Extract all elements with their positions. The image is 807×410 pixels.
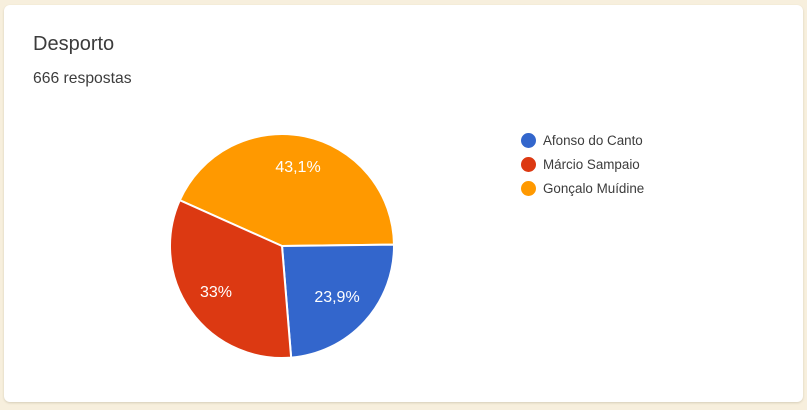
svg-text:33%: 33% <box>200 284 232 301</box>
svg-text:43,1%: 43,1% <box>275 159 320 176</box>
svg-text:23,9%: 23,9% <box>314 289 359 306</box>
